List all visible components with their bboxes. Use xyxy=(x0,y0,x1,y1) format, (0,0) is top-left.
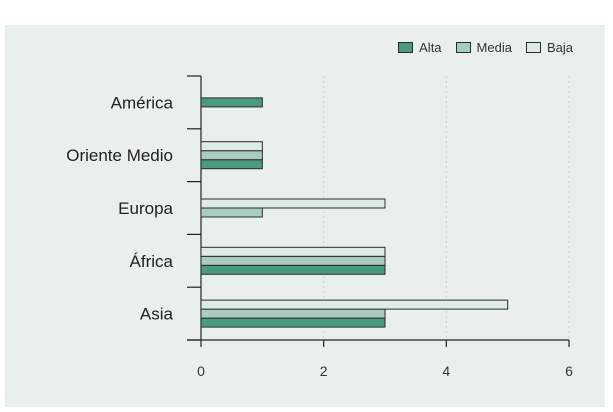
legend-swatch-baja xyxy=(525,42,541,53)
bar-asia-alta xyxy=(200,317,386,328)
legend-item-baja: Baja xyxy=(525,40,573,55)
category-label-3: Oriente Medio xyxy=(66,146,173,165)
x-tick-label-1: 2 xyxy=(320,363,328,379)
x-tick-label-0: 0 xyxy=(197,363,205,379)
bar-oriente-medio-media xyxy=(200,150,263,161)
bar-áfrica-media xyxy=(200,255,386,266)
legend-swatch-alta xyxy=(398,42,414,53)
x-tick-label-3: 6 xyxy=(565,363,573,379)
legend: Alta Media Baja xyxy=(398,40,573,55)
x-tick-label-2: 4 xyxy=(442,363,450,379)
category-label-4: América xyxy=(111,93,174,112)
bar-áfrica-baja xyxy=(200,246,386,257)
bar-américa-alta xyxy=(200,97,263,108)
chart-panel xyxy=(5,25,605,407)
category-label-2: Europa xyxy=(118,199,173,218)
legend-label-baja: Baja xyxy=(546,40,573,55)
bar-áfrica-alta xyxy=(200,264,386,275)
bar-europa-baja xyxy=(200,198,386,209)
bar-asia-media xyxy=(200,308,386,319)
category-label-0: Asia xyxy=(140,305,174,324)
legend-label-alta: Alta xyxy=(419,40,442,55)
legend-swatch-media xyxy=(455,42,471,53)
bar-oriente-medio-baja xyxy=(200,141,263,152)
legend-item-alta: Alta xyxy=(398,40,442,55)
category-label-1: África xyxy=(130,252,174,271)
bar-asia-baja xyxy=(200,299,509,310)
bar-europa-media xyxy=(200,207,263,218)
bar-oriente-medio-alta xyxy=(200,159,263,170)
legend-label-media: Media xyxy=(476,40,512,55)
legend-item-media: Media xyxy=(455,40,512,55)
